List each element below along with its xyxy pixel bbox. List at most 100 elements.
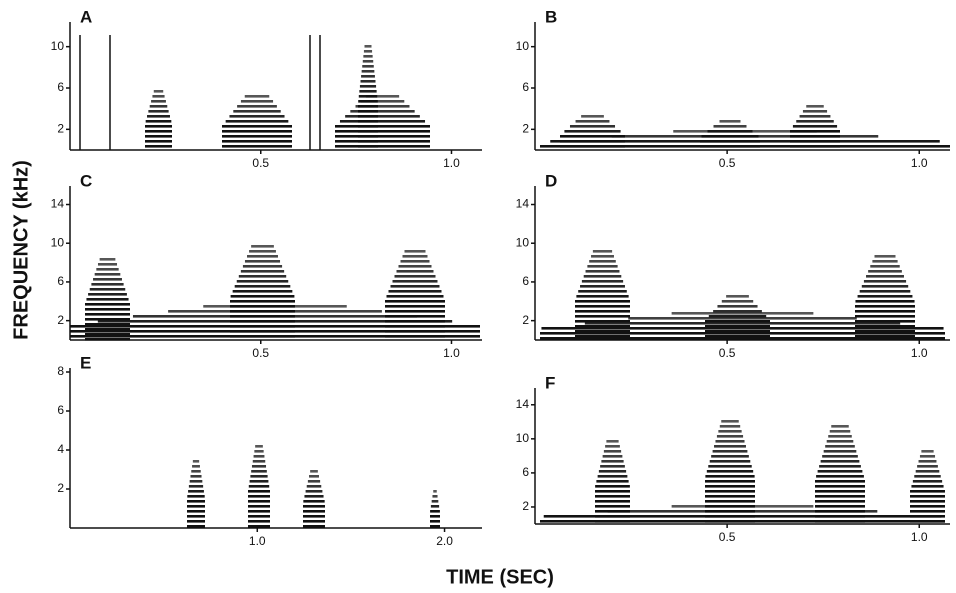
y-tick-label: 2 [522, 122, 529, 136]
spectrogram-band [362, 65, 374, 68]
spectrogram-band [857, 295, 913, 298]
spectrogram-band [595, 490, 630, 493]
spectrogram-band [705, 475, 755, 478]
spectrogram-band [671, 505, 814, 508]
spectrogram-band [721, 300, 754, 303]
panel-title: A [80, 7, 92, 26]
spectrogram-band [541, 327, 944, 330]
spectrogram-band [917, 465, 938, 468]
spectrogram-band [918, 460, 937, 463]
spectrogram-band [861, 285, 909, 288]
spectrogram-band [705, 500, 755, 503]
spectrogram-band [251, 470, 267, 473]
spectrogram-band [222, 145, 292, 148]
spectrogram-band [595, 485, 630, 488]
spectrogram-band [575, 325, 630, 328]
spectrogram-band [358, 140, 378, 143]
spectrogram-band [828, 435, 852, 438]
spectrogram-band [868, 270, 902, 273]
spectrogram-band [611, 135, 879, 138]
spectrogram-band [307, 480, 321, 483]
spectrogram-band [303, 525, 325, 528]
spectrogram-band [149, 105, 168, 108]
spectrogram-band [248, 485, 270, 488]
spectrogram-band [85, 323, 130, 326]
spectrogram-band [575, 320, 630, 323]
spectrogram-band [248, 525, 270, 528]
spectrogram-band [358, 110, 378, 113]
spectrogram-band [919, 455, 936, 458]
spectrogram-band [910, 505, 945, 508]
spectrogram-band [222, 130, 292, 133]
spectrogram-band [575, 300, 630, 303]
spectrogram-band [569, 125, 616, 128]
spectrogram-band [592, 250, 613, 253]
spectrogram-band [831, 425, 849, 428]
spectrogram-band [910, 495, 945, 498]
y-tick-label: 6 [522, 274, 529, 288]
spectrogram-band [716, 435, 744, 438]
spectrogram-band [806, 105, 824, 108]
spectrogram-band [910, 500, 945, 503]
spectrogram-band [358, 130, 378, 133]
spectrogram-band [303, 520, 325, 523]
spectrogram-band [815, 500, 865, 503]
y-tick-label: 10 [516, 39, 530, 53]
spectrogram-band [396, 270, 434, 273]
spectrogram-band [855, 335, 915, 338]
spectrogram-band [601, 460, 624, 463]
spectrogram-band [358, 120, 378, 123]
spectrogram-band [584, 322, 901, 325]
spectrogram-band [88, 293, 127, 296]
spectrogram-band [400, 260, 430, 263]
y-tick-label: 6 [57, 403, 64, 417]
spectrogram-band [872, 260, 898, 263]
spectrogram-band [796, 120, 834, 123]
spectrogram-band [385, 305, 445, 308]
spectrogram-band [815, 495, 865, 498]
spectrogram-band [345, 115, 420, 118]
spectrogram-band [244, 260, 281, 263]
spectrogram-band [251, 465, 267, 468]
x-tick-label: 0.5 [719, 156, 736, 170]
spectrogram-band [70, 325, 480, 328]
spectrogram-band [822, 455, 858, 458]
spectrogram-band [248, 510, 270, 513]
y-axis-label: FREQUENCY (kHz) [10, 160, 32, 340]
panel: A 2 6 10 0.5 1.0 [51, 7, 482, 170]
y-tick-label: 2 [57, 122, 64, 136]
spectrogram-band [910, 510, 945, 513]
spectrogram-band [85, 303, 130, 306]
y-tick-label: 14 [51, 197, 65, 211]
spectrogram-band [250, 475, 268, 478]
spectrogram-band [802, 110, 828, 113]
spectrogram-band [145, 140, 172, 143]
spectrogram-band [583, 275, 622, 278]
spectrogram-band [385, 300, 445, 303]
spectrogram-band [540, 520, 945, 523]
spectrogram-band [600, 465, 625, 468]
y-tick-label: 10 [51, 39, 65, 53]
spectrogram-band [91, 283, 124, 286]
spectrogram-band [718, 430, 742, 433]
spectrogram-band [874, 255, 896, 258]
spectrogram-band [362, 60, 374, 63]
spectrogram-band [168, 310, 382, 313]
spectrogram-band [359, 90, 377, 93]
spectrogram-band [145, 135, 172, 138]
y-tick-label: 4 [57, 442, 64, 456]
spectrogram-band [598, 470, 627, 473]
panel-title: E [80, 353, 91, 372]
spectrogram-band [388, 290, 442, 293]
spectrogram-band [431, 500, 439, 503]
y-tick-label: 6 [57, 274, 64, 288]
spectrogram-band [430, 520, 440, 523]
spectrogram-band [310, 470, 318, 473]
x-tick-label: 1.0 [443, 346, 460, 360]
spectrogram-band [248, 490, 270, 493]
spectrogram-band [303, 505, 325, 508]
spectrogram-band [817, 470, 863, 473]
spectrogram-band [237, 105, 277, 108]
spectrogram-band [430, 515, 440, 518]
spectrogram-band [385, 310, 445, 313]
